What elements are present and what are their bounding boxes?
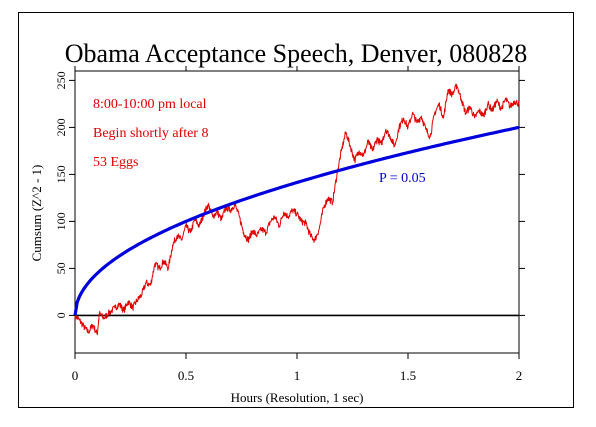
y-tick-label: 100 [54, 212, 68, 230]
y-tick-label: 0 [54, 312, 68, 318]
annotation-eggs: 53 Eggs [93, 155, 139, 170]
y-tick-label: 50 [54, 262, 68, 274]
cumulative-deviation-series [74, 83, 520, 336]
p-envelope-series [73, 125, 520, 316]
x-axis-label: Hours (Resolution, 1 sec) [231, 390, 364, 405]
y-axis-label: Cumsum (Z^2 - 1) [29, 165, 44, 262]
x-tick-label: 1.5 [400, 368, 416, 383]
x-tick-label: 2 [516, 368, 523, 383]
y-tick-label: 250 [54, 71, 68, 89]
x-tick-label: 0 [72, 368, 79, 383]
annotation-begin: Begin shortly after 8 [93, 126, 208, 141]
x-tick-label: 1 [294, 368, 301, 383]
chart-title: Obama Acceptance Speech, Denver, 080828 [65, 39, 527, 68]
annotation-p-value: P = 0.05 [379, 171, 426, 186]
x-tick-label: 0.5 [178, 368, 194, 383]
chart-frame [18, 12, 574, 408]
annotation-time: 8:00-10:00 pm local [93, 97, 207, 112]
y-tick-label: 150 [54, 165, 68, 183]
y-tick-label: 200 [54, 118, 68, 136]
